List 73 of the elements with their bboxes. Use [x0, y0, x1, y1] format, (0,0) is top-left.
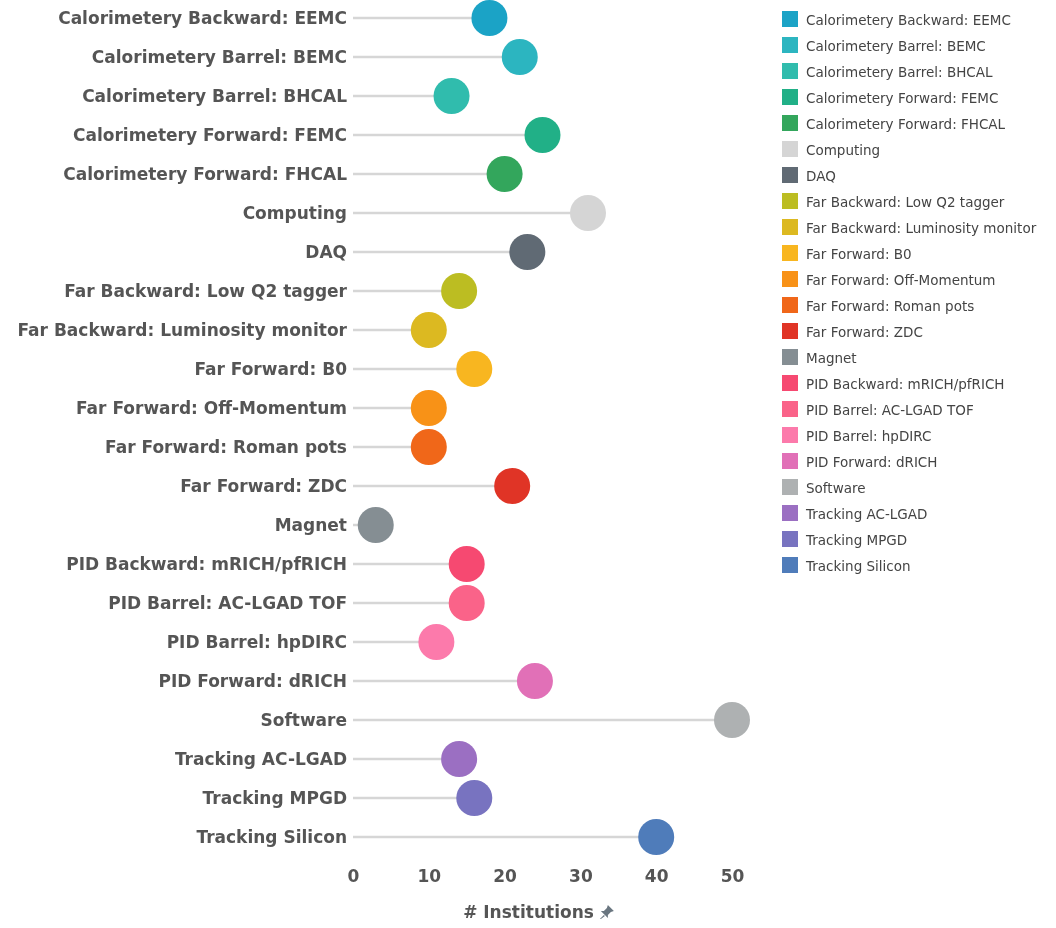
legend-label: Calorimetery Backward: EEMC [806, 11, 1011, 28]
x-tick-label: 10 [417, 866, 442, 887]
y-tick-label: Calorimetery Barrel: BHCAL [82, 85, 348, 106]
y-tick-label: Calorimetery Forward: FHCAL [63, 163, 348, 184]
point [524, 117, 561, 153]
x-axis-title: # Institutions [463, 902, 594, 922]
point [569, 195, 606, 231]
legend-label: PID Barrel: hpDIRC [806, 427, 932, 444]
point [357, 507, 394, 543]
legend-label: Calorimetery Barrel: BHCAL [806, 63, 993, 80]
y-tick-label: Software [260, 709, 347, 730]
y-tick-label: PID Backward: mRICH/pfRICH [66, 553, 347, 574]
point [486, 156, 523, 192]
legend-label: PID Barrel: AC-LGAD TOF [806, 401, 974, 418]
legend-label: Calorimetery Forward: FEMC [806, 89, 999, 106]
y-tick-label: PID Barrel: hpDIRC [166, 631, 347, 652]
point [441, 741, 478, 777]
x-tick-label: 20 [493, 866, 518, 887]
legend-label: Far Forward: B0 [806, 245, 912, 262]
y-tick-label: PID Barrel: AC-LGAD TOF [108, 592, 347, 613]
legend-label: Tracking Silicon [805, 557, 911, 574]
legend-label: Software [806, 479, 866, 496]
y-tick-label: Far Backward: Luminosity monitor [17, 319, 348, 340]
point [410, 390, 447, 426]
y-tick-label: DAQ [305, 241, 347, 262]
point [501, 39, 538, 75]
y-tick-label: Computing [242, 202, 347, 223]
legend-label: Far Forward: Roman pots [806, 297, 975, 314]
point [410, 312, 447, 348]
y-tick-label: Far Forward: ZDC [180, 475, 347, 496]
y-tick-label: Far Forward: Roman pots [105, 436, 347, 457]
legend-label: Calorimetery Forward: FHCAL [806, 115, 1006, 132]
legend-label: Computing [806, 141, 881, 158]
legend-label: Far Forward: Off-Momentum [806, 271, 996, 288]
legend-label: Calorimetery Barrel: BEMC [806, 37, 986, 54]
y-tick-label: Calorimetery Forward: FEMC [72, 124, 347, 145]
legend-label: Tracking AC-LGAD [805, 505, 928, 522]
point [410, 429, 447, 465]
point [638, 819, 675, 855]
point [471, 0, 508, 36]
point [448, 546, 485, 582]
x-tick-label: 40 [644, 866, 669, 887]
point [456, 351, 493, 387]
y-tick-label: Tracking AC-LGAD [174, 748, 347, 769]
point [448, 585, 485, 621]
legend-label: Tracking MPGD [805, 531, 908, 548]
point [509, 234, 546, 270]
legend-label: DAQ [806, 167, 836, 184]
y-tick-label: Calorimetery Backward: EEMC [58, 7, 347, 28]
legend-label: Far Backward: Luminosity monitor [806, 219, 1037, 236]
x-tick-label: 30 [569, 866, 593, 887]
point [516, 663, 553, 699]
y-tick-label: PID Forward: dRICH [158, 670, 347, 691]
point [433, 78, 470, 114]
legend-label: PID Forward: dRICH [806, 453, 938, 470]
legend-label: Far Forward: ZDC [806, 323, 923, 340]
legend-label: Far Backward: Low Q2 tagger [806, 193, 1005, 210]
legend-label: Magnet [806, 349, 857, 366]
y-tick-label: Far Backward: Low Q2 tagger [64, 280, 348, 301]
point [494, 468, 531, 504]
x-tick-label: 50 [720, 866, 745, 887]
point [714, 702, 750, 738]
point [441, 273, 478, 309]
y-tick-label: Far Forward: B0 [194, 358, 348, 379]
y-tick-label: Far Forward: Off-Momentum [76, 397, 347, 418]
legend-label: PID Backward: mRICH/pfRICH [806, 375, 1005, 392]
y-tick-label: Tracking Silicon [196, 826, 347, 847]
point [418, 624, 455, 660]
y-tick-label: Tracking MPGD [202, 787, 347, 808]
x-tick-label: 0 [347, 866, 360, 887]
y-tick-label: Magnet [274, 514, 347, 535]
y-tick-label: Calorimetery Barrel: BEMC [91, 46, 347, 67]
point [456, 780, 493, 816]
